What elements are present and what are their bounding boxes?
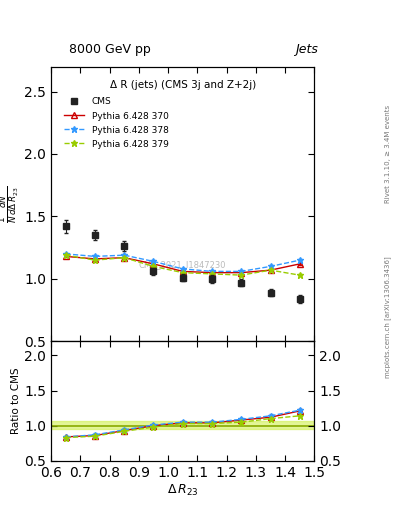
Y-axis label: Ratio to CMS: Ratio to CMS [11, 368, 22, 434]
Text: mcplots.cern.ch [arXiv:1306.3436]: mcplots.cern.ch [arXiv:1306.3436] [384, 257, 391, 378]
X-axis label: $\Delta\,R_{23}$: $\Delta\,R_{23}$ [167, 482, 198, 498]
Legend: CMS, Pythia 6.428 370, Pythia 6.428 378, Pythia 6.428 379: CMS, Pythia 6.428 370, Pythia 6.428 378,… [61, 93, 172, 153]
Bar [51, 421, 314, 429]
Text: CMS_2021_I1847230: CMS_2021_I1847230 [139, 260, 226, 269]
Text: 8000 GeV pp: 8000 GeV pp [69, 44, 151, 56]
Text: Rivet 3.1.10, ≥ 3.4M events: Rivet 3.1.10, ≥ 3.4M events [385, 104, 391, 203]
Text: Δ R (jets) (CMS 3j and Z+2j): Δ R (jets) (CMS 3j and Z+2j) [110, 80, 256, 90]
Text: Jets: Jets [295, 44, 318, 56]
Y-axis label: $\frac{1}{N}\frac{dN}{d\Delta\,R_{23}}$: $\frac{1}{N}\frac{dN}{d\Delta\,R_{23}}$ [0, 185, 22, 223]
